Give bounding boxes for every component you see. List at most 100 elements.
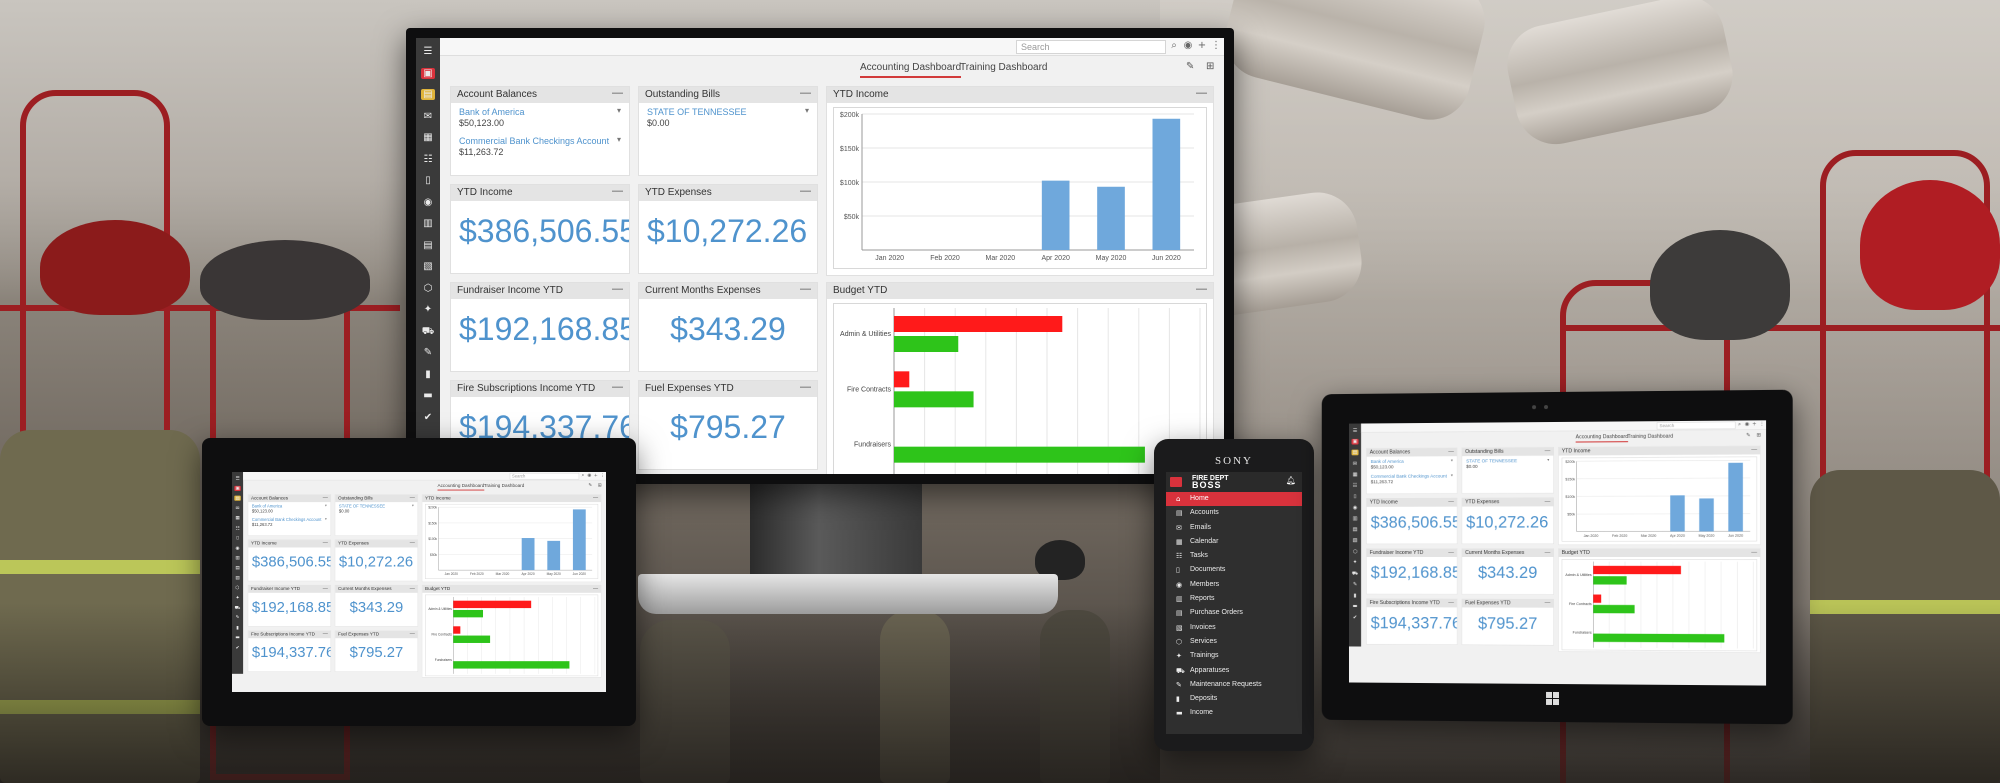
phone-menu-item[interactable]: ⛟ Apparatuses xyxy=(1166,664,1302,678)
accounts-icon[interactable]: ▤ xyxy=(1352,450,1359,456)
documents-icon[interactable]: ▯ xyxy=(421,175,435,186)
menu-icon[interactable]: ☰ xyxy=(1352,428,1359,434)
income-icon[interactable]: ▬ xyxy=(234,635,240,640)
trainings-icon[interactable]: ✦ xyxy=(421,304,435,315)
phone-menu-item[interactable]: ▮ Deposits xyxy=(1166,692,1302,706)
phone-menu-item[interactable]: ▥ Reports xyxy=(1166,592,1302,606)
minimize-icon[interactable]: — xyxy=(1448,549,1454,555)
services-icon[interactable]: ⬡ xyxy=(1352,549,1359,555)
caret-down-icon[interactable]: ▾ xyxy=(325,517,327,521)
services-icon[interactable]: ⬡ xyxy=(421,283,435,294)
purchase-orders-icon[interactable]: ▤ xyxy=(421,240,435,251)
add-widget-icon[interactable]: ⊞ xyxy=(1757,432,1761,438)
minimize-icon[interactable]: — xyxy=(612,283,623,295)
tab-accounting-dashboard[interactable]: Accounting Dashboard xyxy=(860,62,961,78)
phone-menu-item[interactable]: ▧ Invoices xyxy=(1166,621,1302,635)
trainings-icon[interactable]: ✦ xyxy=(1352,560,1359,566)
accounts-icon[interactable]: ▤ xyxy=(234,496,240,501)
minimize-icon[interactable]: — xyxy=(1448,599,1454,605)
income-icon[interactable]: ▬ xyxy=(1352,604,1359,610)
bill-name[interactable]: STATE OF TENNESSEE xyxy=(647,107,747,117)
account-name[interactable]: Bank of America xyxy=(1371,459,1404,464)
search-icon[interactable]: ⌕ xyxy=(1168,40,1180,52)
calendar-icon[interactable]: ▦ xyxy=(234,516,240,521)
add-icon[interactable]: + xyxy=(1196,40,1208,52)
search-input[interactable]: Search xyxy=(510,473,579,479)
bill-name[interactable]: STATE OF TENNESSEE xyxy=(339,504,385,509)
home-icon[interactable]: ▣ xyxy=(421,68,435,79)
members-icon[interactable]: ◉ xyxy=(1352,505,1359,511)
more-vertical-icon[interactable]: ⋮ xyxy=(1759,421,1765,427)
trainings-icon[interactable]: ✦ xyxy=(234,595,240,600)
income-icon[interactable]: ▬ xyxy=(421,390,435,401)
minimize-icon[interactable]: — xyxy=(800,283,811,295)
tab-accounting-dashboard[interactable]: Accounting Dashboard xyxy=(438,483,485,490)
search-icon[interactable]: ⌕ xyxy=(1736,422,1742,428)
minimize-icon[interactable]: — xyxy=(1448,448,1454,454)
caret-down-icon[interactable]: ▾ xyxy=(325,503,327,507)
tab-training-dashboard[interactable]: Training Dashboard xyxy=(960,62,1047,76)
account-link[interactable]: Bank of America ▾ xyxy=(451,103,629,117)
minimize-icon[interactable]: — xyxy=(1751,549,1757,555)
tasks-icon[interactable]: ☷ xyxy=(234,525,240,530)
phone-menu-item[interactable]: ◉ Members xyxy=(1166,578,1302,592)
minimize-icon[interactable]: — xyxy=(1196,283,1207,295)
phone-menu-item[interactable]: ⌂ Home xyxy=(1166,492,1302,506)
phone-menu-item[interactable]: ▦ Calendar xyxy=(1166,535,1302,549)
minimize-icon[interactable]: — xyxy=(1751,446,1757,452)
search-icon[interactable]: ⌕ xyxy=(580,473,586,479)
search-input[interactable]: Search xyxy=(1657,422,1736,430)
tab-accounting-dashboard[interactable]: Accounting Dashboard xyxy=(1576,434,1629,443)
tab-training-dashboard[interactable]: Training Dashboard xyxy=(1628,434,1674,442)
documents-icon[interactable]: ▯ xyxy=(234,535,240,540)
minimize-icon[interactable]: — xyxy=(1545,498,1551,504)
phone-menu-item[interactable]: ✦ Trainings xyxy=(1166,649,1302,663)
minimize-icon[interactable]: — xyxy=(1545,599,1551,605)
reports-icon[interactable]: ▥ xyxy=(1352,516,1359,522)
reports-icon[interactable]: ▥ xyxy=(421,218,435,229)
more-vertical-icon[interactable]: ⋮ xyxy=(1210,40,1222,52)
caret-down-icon[interactable]: ▾ xyxy=(617,135,621,144)
accounts-icon[interactable]: ▤ xyxy=(421,89,435,100)
caret-down-icon[interactable]: ▾ xyxy=(1547,457,1549,462)
members-icon[interactable]: ◉ xyxy=(421,197,435,208)
minimize-icon[interactable]: — xyxy=(323,631,328,637)
account-name[interactable]: Bank of America xyxy=(459,107,525,117)
maintenance-icon[interactable]: ✎ xyxy=(234,615,240,620)
menu-icon[interactable]: ☰ xyxy=(421,46,435,57)
invoices-icon[interactable]: ▧ xyxy=(234,575,240,580)
documents-icon[interactable]: ▯ xyxy=(1352,494,1359,500)
apparatus-icon[interactable]: ⛟ xyxy=(421,326,435,337)
minimize-icon[interactable]: — xyxy=(1196,87,1207,99)
email-icon[interactable]: ✉ xyxy=(234,506,240,511)
phone-menu-item[interactable]: ▯ Documents xyxy=(1166,563,1302,577)
maintenance-icon[interactable]: ✎ xyxy=(421,347,435,358)
phone-menu-item[interactable]: ✉ Emails xyxy=(1166,521,1302,535)
account-name[interactable]: Commercial Bank Checkings Account xyxy=(252,517,321,522)
minimize-icon[interactable]: — xyxy=(593,585,598,591)
minimize-icon[interactable]: — xyxy=(410,631,415,637)
phone-menu-item[interactable]: ▬ Income xyxy=(1166,706,1302,720)
account-name[interactable]: Commercial Bank Checkings Account xyxy=(1371,473,1447,478)
minimize-icon[interactable]: — xyxy=(1448,498,1454,504)
invoices-icon[interactable]: ▧ xyxy=(421,261,435,272)
deposits-icon[interactable]: ▮ xyxy=(1352,593,1359,599)
deposits-icon[interactable]: ▮ xyxy=(234,625,240,630)
minimize-icon[interactable]: — xyxy=(1545,447,1551,453)
deposits-icon[interactable]: ▮ xyxy=(421,369,435,380)
phone-menu-item[interactable]: ▤ Purchase Orders xyxy=(1166,606,1302,620)
checklist-icon[interactable]: ✔ xyxy=(421,412,435,423)
email-icon[interactable]: ✉ xyxy=(421,111,435,122)
minimize-icon[interactable]: — xyxy=(410,540,415,546)
account-name[interactable]: Bank of America xyxy=(252,504,282,509)
apparatus-icon[interactable]: ⛟ xyxy=(1352,571,1359,577)
caret-down-icon[interactable]: ▾ xyxy=(617,106,621,115)
bell-icon[interactable]: ◉ xyxy=(1744,422,1750,428)
calendar-icon[interactable]: ▦ xyxy=(1352,472,1359,478)
minimize-icon[interactable]: — xyxy=(612,185,623,197)
edit-icon[interactable]: ✎ xyxy=(1746,432,1750,438)
account-link[interactable]: Commercial Bank Checkings Account ▾ xyxy=(248,514,330,522)
account-name[interactable]: Commercial Bank Checkings Account xyxy=(459,136,609,146)
search-input[interactable]: Search xyxy=(1016,40,1166,54)
minimize-icon[interactable]: — xyxy=(800,381,811,393)
